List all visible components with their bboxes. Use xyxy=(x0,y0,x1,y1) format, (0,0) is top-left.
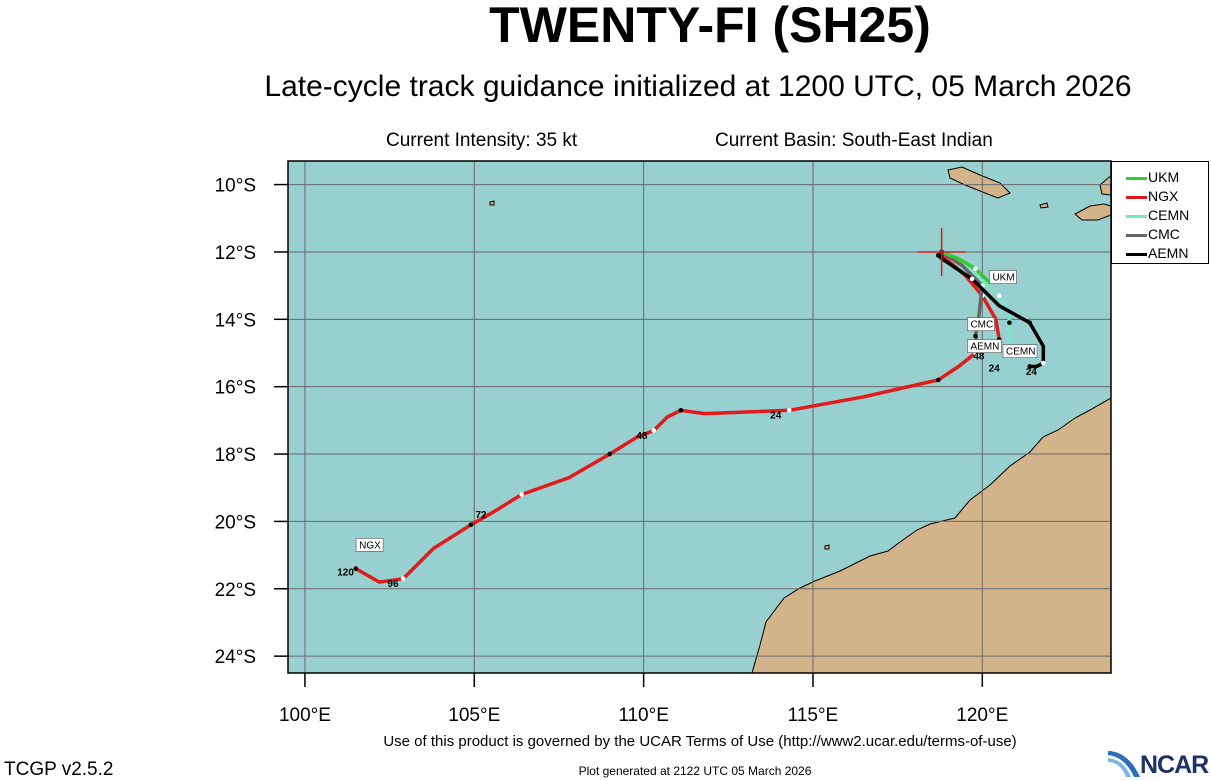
track-point-aemn xyxy=(1040,360,1046,366)
lon-tick-label: 105°E xyxy=(448,705,500,726)
track-point-ngx xyxy=(651,428,657,433)
ncar-swoosh-icon xyxy=(1108,751,1140,777)
forecast-hour-label: 48 xyxy=(636,431,648,442)
forecast-hour-label: 96 xyxy=(387,579,399,590)
current-basin: Current Basin: South-East Indian xyxy=(715,130,993,151)
track-point-aemn xyxy=(1027,364,1033,369)
legend-item-ngx: NGX xyxy=(1126,187,1178,205)
track-point-ngx xyxy=(468,522,474,528)
model-label-cmc: CMC xyxy=(970,320,993,331)
map-axes: 100°E 105°E 110°E 115°E 120°E 10°S 12°S 14°S 16°… xyxy=(215,176,1009,726)
forecast-hour-label: 48 xyxy=(973,352,985,363)
storm-title: TWENTY-FI (SH25) xyxy=(489,0,931,53)
track-point-aemn xyxy=(1027,320,1033,325)
northeast-islet xyxy=(1099,175,1111,196)
track-point-aemn xyxy=(969,276,975,282)
model-label-cemn: CEMN xyxy=(1006,347,1035,358)
northeast-island xyxy=(1074,203,1111,221)
legend-swatch xyxy=(1126,195,1147,199)
lat-tick-label: 10°S xyxy=(215,176,256,197)
track-point-cmc xyxy=(973,333,978,339)
model-label-box-aemn xyxy=(967,339,1002,353)
forecast-hour-label: 72 xyxy=(475,510,487,521)
model-label-ukm: UKM xyxy=(992,273,1014,284)
track-point-ngx xyxy=(678,407,684,413)
model-label-aemn: AEMN xyxy=(970,342,999,353)
legend-item-cemn: CEMN xyxy=(1126,206,1189,224)
ncar-logo-text: NCAR xyxy=(1140,751,1209,779)
legend-swatch xyxy=(1126,214,1147,218)
track-point-ukm xyxy=(973,266,978,272)
model-label-box-ukm xyxy=(989,270,1017,284)
track-point-aemn xyxy=(935,253,941,258)
landmass-group xyxy=(489,166,1111,673)
forecast-tracks xyxy=(353,227,1046,584)
legend-label: CEMN xyxy=(1148,207,1190,223)
track-point-cemn xyxy=(1007,320,1012,325)
small-islet-1 xyxy=(1039,202,1049,209)
track-ukm xyxy=(939,250,991,285)
small-islet-2 xyxy=(824,544,830,550)
legend-swatch xyxy=(1126,252,1147,256)
legend-label: AEMN xyxy=(1148,245,1189,261)
lon-tick-label: 110°E xyxy=(618,705,669,726)
grid-lines xyxy=(288,161,1111,673)
track-point-ngx xyxy=(353,566,359,571)
lat-tick-label: 20°S xyxy=(215,512,256,533)
christmas-island xyxy=(489,200,495,206)
model-label-box-ngx xyxy=(355,538,384,552)
track-point-ngx xyxy=(786,407,792,413)
forecast-hour-label: 24 xyxy=(770,411,782,422)
map-frame xyxy=(287,160,1112,674)
lat-tick-label: 22°S xyxy=(215,580,256,601)
forecast-hour-label: 24 xyxy=(989,364,1001,375)
timor-island xyxy=(947,166,1011,199)
forecast-hour-label: 24 xyxy=(1026,367,1038,378)
forecast-hour-label: 120 xyxy=(337,567,354,578)
generated-timestamp: Plot generated at 2122 UTC 05 March 2026 xyxy=(578,764,812,778)
lat-tick-label: 18°S xyxy=(215,445,256,466)
current-intensity: Current Intensity: 35 kt xyxy=(386,130,578,151)
guidance-subtitle: Late-cycle track guidance initialized at… xyxy=(264,70,1132,103)
legend-label: NGX xyxy=(1148,188,1179,204)
track-point-ngx xyxy=(607,451,613,457)
legend-label: CMC xyxy=(1148,226,1180,242)
legend-item-ukm: UKM xyxy=(1126,168,1179,186)
model-label-ngx: NGX xyxy=(359,540,381,551)
lon-tick-label: 120°E xyxy=(956,705,1008,726)
model-label-box-cemn xyxy=(1002,344,1038,358)
ncar-logo: NCAR xyxy=(1106,749,1210,779)
model-legend: UKM NGX CEMN CMC AEMN xyxy=(1111,161,1209,264)
track-cmc xyxy=(939,250,985,352)
lat-tick-label: 16°S xyxy=(215,378,256,399)
track-point-ngx xyxy=(519,492,524,497)
version-label: TCGP v2.5.2 xyxy=(4,759,114,780)
legend-swatch xyxy=(1126,176,1147,180)
lat-tick-label: 12°S xyxy=(215,243,256,264)
lat-tick-label: 14°S xyxy=(215,310,256,331)
track-point-cemn xyxy=(996,293,1002,299)
terms-of-use: Use of this product is governed by the U… xyxy=(383,733,1017,750)
lon-tick-label: 100°E xyxy=(279,705,331,726)
legend-swatch xyxy=(1126,233,1147,237)
legend-item-aemn: AEMN xyxy=(1126,244,1188,262)
legend-item-cmc: CMC xyxy=(1126,225,1180,243)
legend-label: UKM xyxy=(1148,169,1180,185)
model-label-box-cmc xyxy=(967,317,995,332)
lat-tick-label: 24°S xyxy=(215,647,256,668)
lon-tick-label: 115°E xyxy=(788,705,839,726)
track-point-ngx xyxy=(935,377,941,383)
track-point-ngx xyxy=(400,576,406,581)
